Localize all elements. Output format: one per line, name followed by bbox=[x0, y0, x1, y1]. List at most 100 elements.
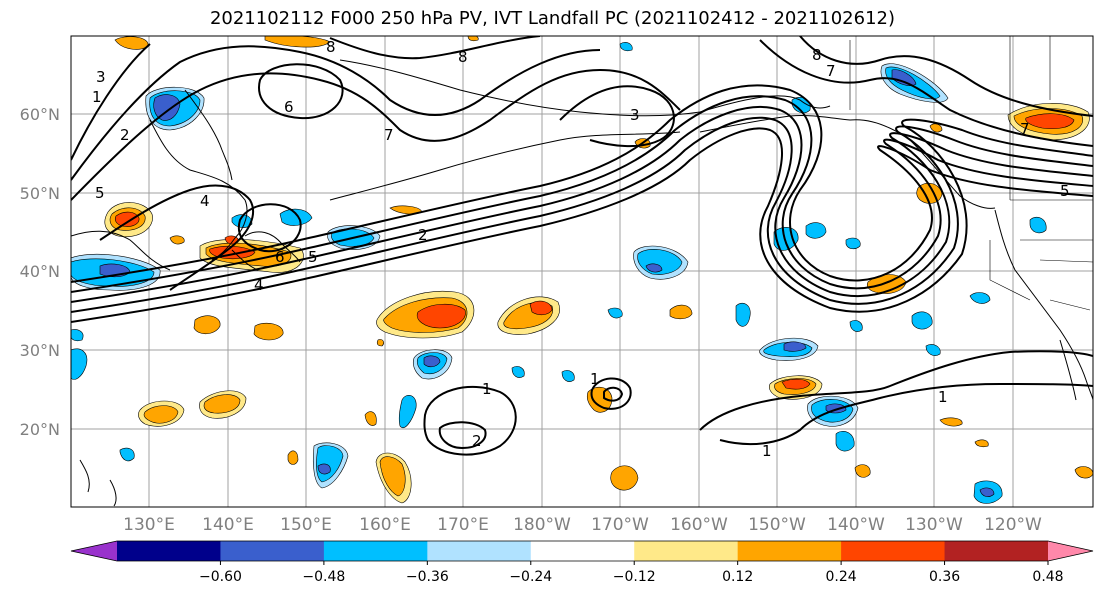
pv-contour-bering bbox=[559, 85, 675, 148]
pv-contour-ne-2 bbox=[759, 39, 1093, 147]
positive-anomaly-misc-west bbox=[138, 205, 1093, 504]
lon-label: 160°W bbox=[670, 515, 728, 535]
pv-label: 1 bbox=[938, 388, 948, 406]
coastline-philippines bbox=[79, 459, 117, 507]
pv-contour-labels: 3 1 2 5 4 6 5 4 6 8 8 7 2 3 8 7 7 5 1 2 … bbox=[92, 38, 1070, 460]
pv-contour-closed-japan bbox=[237, 203, 302, 253]
coastline-north-america-west bbox=[994, 209, 1093, 401]
pv-contour-jet-4 bbox=[71, 116, 1093, 313]
colorbar-tick-label: −0.60 bbox=[199, 569, 242, 585]
pv-label: 6 bbox=[275, 248, 285, 266]
negative-anomaly-misc bbox=[119, 42, 1047, 504]
pv-label: 5 bbox=[308, 248, 318, 266]
lon-label: 170°E bbox=[437, 515, 489, 535]
lon-label: 130°E bbox=[123, 515, 175, 535]
pv-contour-north-2 bbox=[71, 45, 601, 181]
pv-contour-north-1 bbox=[71, 68, 681, 201]
latitude-labels: 60°N 50°N 40°N 30°N 20°N bbox=[20, 105, 60, 439]
colorbar-tick-label: 0.24 bbox=[826, 569, 857, 585]
pv-label: 7 bbox=[826, 62, 836, 80]
colorbar-tick-label: −0.36 bbox=[406, 569, 449, 585]
lat-label-30n: 30°N bbox=[20, 341, 60, 360]
colorbar-segment bbox=[530, 541, 635, 561]
pv-contour-north-3 bbox=[71, 36, 541, 161]
pv-contour-jet-2 bbox=[71, 95, 1093, 293]
lon-label: 160°E bbox=[359, 515, 411, 535]
pv-label: 8 bbox=[326, 38, 336, 56]
colorbar-tick-label: 0.36 bbox=[929, 569, 960, 585]
colorbar-segment bbox=[841, 541, 946, 561]
lon-label: 140°E bbox=[202, 515, 254, 535]
colorbar-segment bbox=[634, 541, 739, 561]
pv-label: 5 bbox=[95, 184, 105, 202]
pv-contour-jet-3 bbox=[71, 106, 1093, 303]
colorbar: −0.60 −0.48 −0.36 −0.24 −0.12 0.12 0.24 0.36 0.4… bbox=[70, 540, 1094, 585]
lat-label-40n: 40°N bbox=[20, 262, 60, 281]
colorbar-tick-label: 0.12 bbox=[722, 569, 753, 585]
colorbar-extend-high bbox=[1048, 541, 1093, 561]
coastline-aleutians bbox=[329, 131, 681, 201]
pv-label: 2 bbox=[120, 126, 130, 144]
lat-label-60n: 60°N bbox=[20, 105, 60, 124]
colorbar-segment bbox=[427, 541, 532, 561]
pv-label: 2 bbox=[472, 432, 482, 450]
pv-contour-closed-low-1-inner bbox=[438, 421, 487, 450]
coastline-kamchatka bbox=[184, 89, 233, 181]
pv-contours bbox=[71, 36, 1093, 456]
pv-contour-closed-high bbox=[258, 63, 344, 120]
pv-label: 1 bbox=[482, 380, 492, 398]
pv-contour-closed-small-inner bbox=[603, 386, 624, 402]
colorbar-tick-label: 0.48 bbox=[1032, 569, 1063, 585]
pv-label: 1 bbox=[92, 88, 102, 106]
pv-label: 2 bbox=[418, 226, 428, 244]
colorbar-extend-low bbox=[71, 541, 117, 561]
pv-label: 8 bbox=[812, 46, 822, 64]
pv-label: 3 bbox=[96, 68, 106, 86]
colorbar-outline bbox=[70, 540, 1094, 562]
pv-contour-ne bbox=[799, 36, 1093, 117]
lon-label: 180°W bbox=[513, 515, 571, 535]
colorbar-tick-label: −0.48 bbox=[302, 569, 345, 585]
positive-anomaly-central-pacific-east bbox=[497, 296, 560, 335]
lon-label: 150°E bbox=[280, 515, 332, 535]
pv-label: 7 bbox=[384, 126, 394, 144]
colorbar-segment bbox=[944, 541, 1049, 561]
positive-anomaly-central-pacific-30n bbox=[376, 290, 475, 339]
pv-label: 1 bbox=[590, 370, 600, 388]
lon-label: 120°W bbox=[984, 515, 1042, 535]
colorbar-segment bbox=[220, 541, 325, 561]
pv-label: 4 bbox=[200, 192, 210, 210]
pv-contour-asia-trough bbox=[99, 184, 255, 291]
negative-anomaly-kamchatka bbox=[145, 86, 205, 131]
colorbar-tick-label: −0.12 bbox=[613, 569, 656, 585]
political-borders bbox=[849, 36, 1093, 311]
pv-contour-jet-5 bbox=[71, 118, 1093, 323]
lon-label: 170°W bbox=[591, 515, 649, 535]
coastline-alaska bbox=[339, 59, 831, 117]
pv-label: 7 bbox=[1020, 120, 1030, 138]
longitude-labels: 130°E 140°E 150°E 160°E 170°E 180°W 170°… bbox=[123, 515, 1042, 535]
map-title: 2021102112 F000 250 hPa PV, IVT Landfall… bbox=[209, 8, 896, 29]
coastline-baja bbox=[1059, 339, 1077, 401]
pv-label: 6 bbox=[284, 98, 294, 116]
positive-anomaly-north bbox=[114, 36, 1090, 294]
coastline-asia-east bbox=[71, 119, 248, 271]
lon-label: 150°W bbox=[748, 515, 806, 535]
pv-contour-subtropical-2 bbox=[719, 382, 1093, 446]
colorbar-tick-label: −0.24 bbox=[509, 569, 552, 585]
colorbar-segment bbox=[737, 541, 842, 561]
pv-label: 1 bbox=[762, 442, 772, 460]
lon-label: 130°W bbox=[905, 515, 963, 535]
pv-label: 3 bbox=[630, 106, 640, 124]
colorbar-segment bbox=[323, 541, 428, 561]
pv-contour-closed-low-1 bbox=[423, 385, 517, 456]
ivt-pc-negative-shading bbox=[71, 42, 1047, 504]
lat-label-20n: 20°N bbox=[20, 420, 60, 439]
lat-label-50n: 50°N bbox=[20, 184, 60, 203]
pv-contour-subtropical bbox=[699, 350, 1093, 431]
colorbar-segment bbox=[117, 541, 221, 561]
map-frame bbox=[70, 35, 1094, 508]
lon-label: 140°W bbox=[827, 515, 885, 535]
pv-label: 4 bbox=[254, 276, 264, 294]
pv-label: 5 bbox=[1060, 182, 1070, 200]
